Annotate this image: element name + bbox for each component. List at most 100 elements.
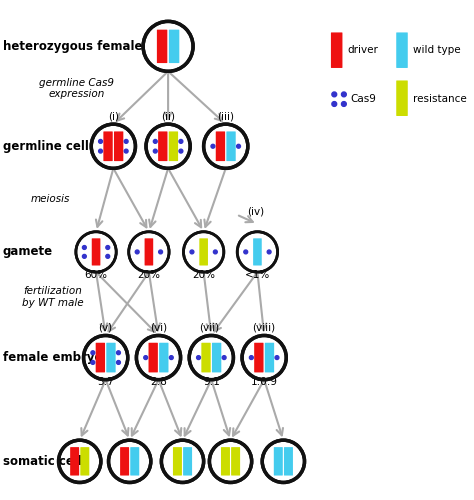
Text: 20%: 20% — [192, 270, 215, 280]
FancyBboxPatch shape — [254, 342, 264, 372]
Circle shape — [106, 254, 109, 258]
Text: germline cell: germline cell — [3, 140, 89, 153]
Circle shape — [124, 140, 128, 143]
Text: driver: driver — [348, 45, 379, 55]
FancyBboxPatch shape — [130, 447, 139, 476]
FancyBboxPatch shape — [103, 132, 113, 161]
Text: gamete: gamete — [3, 246, 53, 258]
Circle shape — [244, 250, 247, 254]
FancyBboxPatch shape — [106, 342, 116, 372]
FancyBboxPatch shape — [157, 30, 167, 63]
Text: 20%: 20% — [137, 270, 160, 280]
Circle shape — [82, 254, 86, 258]
Circle shape — [99, 149, 102, 153]
Circle shape — [117, 360, 120, 364]
Text: somatic cell: somatic cell — [3, 455, 82, 468]
FancyBboxPatch shape — [92, 238, 100, 266]
FancyBboxPatch shape — [70, 447, 79, 476]
FancyBboxPatch shape — [396, 80, 408, 116]
FancyBboxPatch shape — [216, 132, 225, 161]
Circle shape — [82, 246, 86, 250]
Circle shape — [135, 250, 139, 254]
FancyBboxPatch shape — [145, 238, 153, 266]
Text: (iii): (iii) — [217, 112, 234, 122]
Circle shape — [91, 360, 95, 364]
Text: <1%: <1% — [245, 270, 270, 280]
Circle shape — [249, 356, 253, 360]
Circle shape — [242, 336, 286, 380]
Text: (iv): (iv) — [247, 206, 264, 216]
Text: (vii): (vii) — [200, 322, 219, 332]
Circle shape — [76, 232, 116, 272]
Text: germline Cas9
expression: germline Cas9 expression — [39, 78, 114, 100]
Circle shape — [204, 124, 248, 168]
Circle shape — [341, 102, 346, 106]
Text: 9:1: 9:1 — [203, 378, 220, 388]
Circle shape — [109, 440, 151, 482]
Circle shape — [332, 102, 337, 106]
Circle shape — [83, 336, 128, 380]
Circle shape — [161, 440, 204, 482]
FancyBboxPatch shape — [253, 238, 262, 266]
FancyBboxPatch shape — [80, 447, 89, 476]
Text: 1:0:9: 1:0:9 — [251, 378, 278, 388]
FancyBboxPatch shape — [396, 32, 408, 68]
Circle shape — [117, 351, 120, 354]
FancyBboxPatch shape — [201, 342, 211, 372]
FancyBboxPatch shape — [169, 132, 178, 161]
FancyBboxPatch shape — [183, 447, 192, 476]
Text: Cas9: Cas9 — [351, 94, 376, 104]
FancyBboxPatch shape — [114, 132, 123, 161]
Circle shape — [183, 232, 224, 272]
Circle shape — [91, 351, 95, 354]
Circle shape — [59, 440, 101, 482]
Circle shape — [143, 22, 193, 72]
Circle shape — [159, 250, 163, 254]
Text: 3:7: 3:7 — [97, 378, 114, 388]
Text: 60%: 60% — [84, 270, 108, 280]
Text: resistance: resistance — [413, 94, 467, 104]
Circle shape — [179, 140, 183, 143]
Text: (v): (v) — [99, 322, 113, 332]
Text: (viii): (viii) — [253, 322, 276, 332]
Circle shape — [237, 232, 278, 272]
FancyBboxPatch shape — [284, 447, 293, 476]
Text: (i): (i) — [108, 112, 119, 122]
Circle shape — [213, 250, 217, 254]
Circle shape — [190, 250, 194, 254]
Circle shape — [211, 144, 215, 148]
FancyBboxPatch shape — [120, 447, 129, 476]
FancyBboxPatch shape — [173, 447, 182, 476]
FancyBboxPatch shape — [200, 238, 208, 266]
FancyBboxPatch shape — [159, 342, 168, 372]
FancyBboxPatch shape — [169, 30, 179, 63]
Text: heterozygous female: heterozygous female — [3, 40, 142, 53]
Circle shape — [179, 149, 183, 153]
Circle shape — [137, 336, 181, 380]
Circle shape — [144, 356, 147, 360]
FancyBboxPatch shape — [96, 342, 105, 372]
Circle shape — [197, 356, 201, 360]
Text: fertilization
by WT male: fertilization by WT male — [22, 286, 83, 308]
Circle shape — [99, 140, 102, 143]
Circle shape — [222, 356, 226, 360]
Circle shape — [169, 356, 173, 360]
Text: 2:8: 2:8 — [150, 378, 167, 388]
Circle shape — [267, 250, 271, 254]
FancyBboxPatch shape — [274, 447, 283, 476]
Text: meiosis: meiosis — [30, 194, 70, 204]
Circle shape — [146, 124, 190, 168]
Text: (ii): (ii) — [161, 112, 175, 122]
Text: (vi): (vi) — [150, 322, 167, 332]
Circle shape — [262, 440, 304, 482]
FancyBboxPatch shape — [221, 447, 230, 476]
FancyBboxPatch shape — [148, 342, 158, 372]
FancyBboxPatch shape — [227, 132, 236, 161]
Text: female embryo: female embryo — [3, 351, 102, 364]
FancyBboxPatch shape — [331, 32, 342, 68]
Circle shape — [91, 124, 136, 168]
Circle shape — [154, 149, 157, 153]
Circle shape — [154, 140, 157, 143]
Circle shape — [106, 246, 109, 250]
FancyBboxPatch shape — [158, 132, 167, 161]
